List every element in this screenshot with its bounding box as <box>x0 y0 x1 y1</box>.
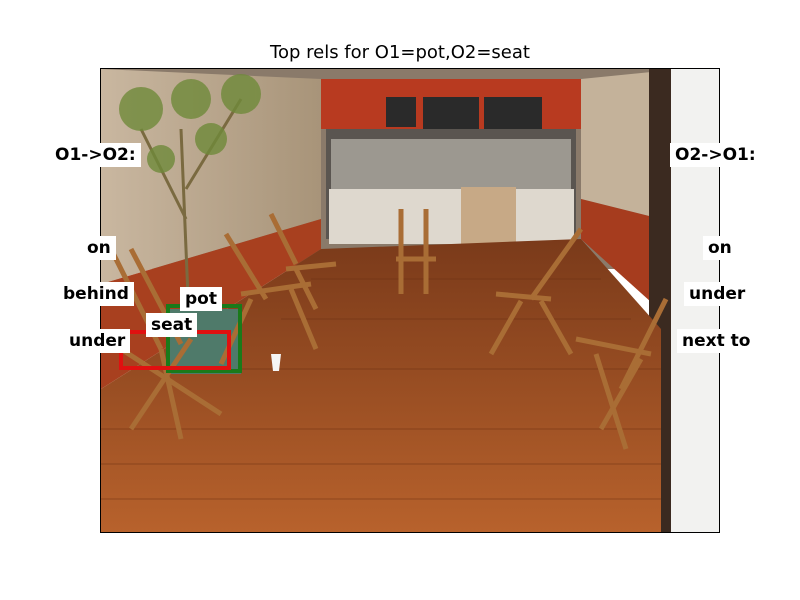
figure-title: Top rels for O1=pot,O2=seat <box>270 42 530 63</box>
o2-to-o1-relation: next to <box>677 329 756 353</box>
o2-to-o1-relation: under <box>684 282 751 306</box>
o2-to-o1-relation: on <box>703 236 737 260</box>
o1-to-o2-header: O1->O2: <box>50 143 141 167</box>
pot-label: pot <box>180 287 222 311</box>
o1-to-o2-relation: under <box>64 329 131 353</box>
seat-label: seat <box>146 313 198 337</box>
o2-to-o1-header: O2->O1: <box>670 143 761 167</box>
o1-to-o2-relation: on <box>82 236 116 260</box>
o1-to-o2-relation: behind <box>58 282 134 306</box>
